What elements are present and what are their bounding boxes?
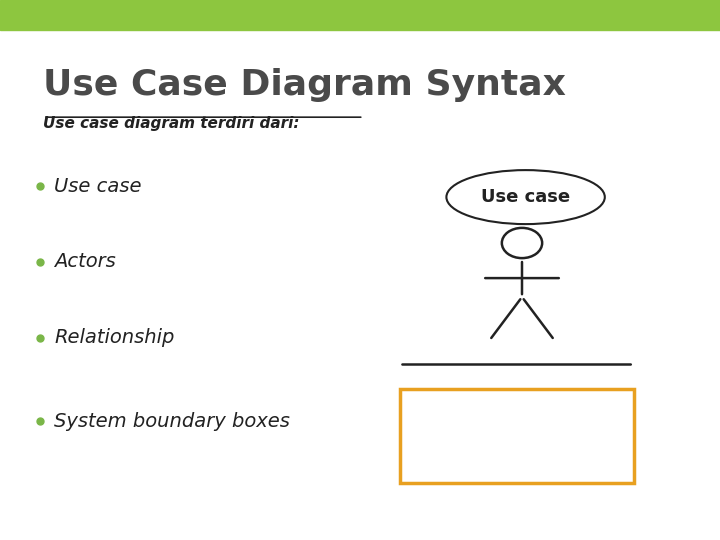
Text: Use case: Use case (481, 188, 570, 206)
Bar (0, 0, 720, 30)
Circle shape (502, 228, 542, 258)
Ellipse shape (446, 170, 605, 224)
Text: Use Case Diagram Syntax: Use Case Diagram Syntax (43, 68, 566, 102)
Text: Actors: Actors (54, 252, 116, 272)
Text: System boundary boxes: System boundary boxes (54, 411, 290, 431)
Text: Use case: Use case (54, 177, 142, 196)
Text: Use case diagram terdiri dari:: Use case diagram terdiri dari: (43, 116, 300, 131)
Text: Relationship: Relationship (54, 328, 174, 347)
FancyBboxPatch shape (400, 389, 634, 483)
